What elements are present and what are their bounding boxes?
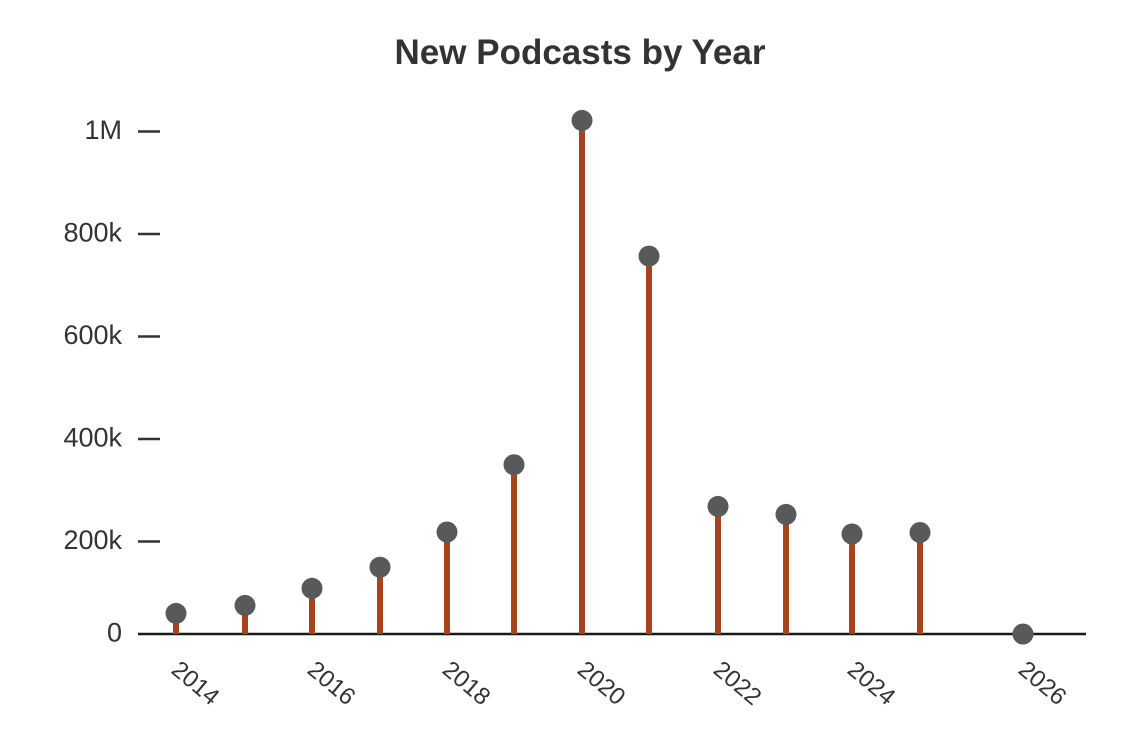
svg-text:1M: 1M: [84, 115, 122, 145]
svg-text:200k: 200k: [63, 525, 122, 555]
svg-text:2018: 2018: [437, 656, 495, 711]
svg-text:2020: 2020: [572, 656, 630, 711]
svg-text:2026: 2026: [1013, 656, 1071, 711]
svg-text:0: 0: [107, 618, 122, 648]
svg-text:2016: 2016: [302, 656, 360, 711]
svg-text:800k: 800k: [63, 218, 122, 248]
svg-text:2014: 2014: [166, 656, 224, 711]
svg-text:600k: 600k: [63, 320, 122, 350]
svg-text:400k: 400k: [63, 423, 122, 453]
svg-text:2022: 2022: [708, 656, 766, 711]
svg-text:2024: 2024: [842, 656, 900, 711]
